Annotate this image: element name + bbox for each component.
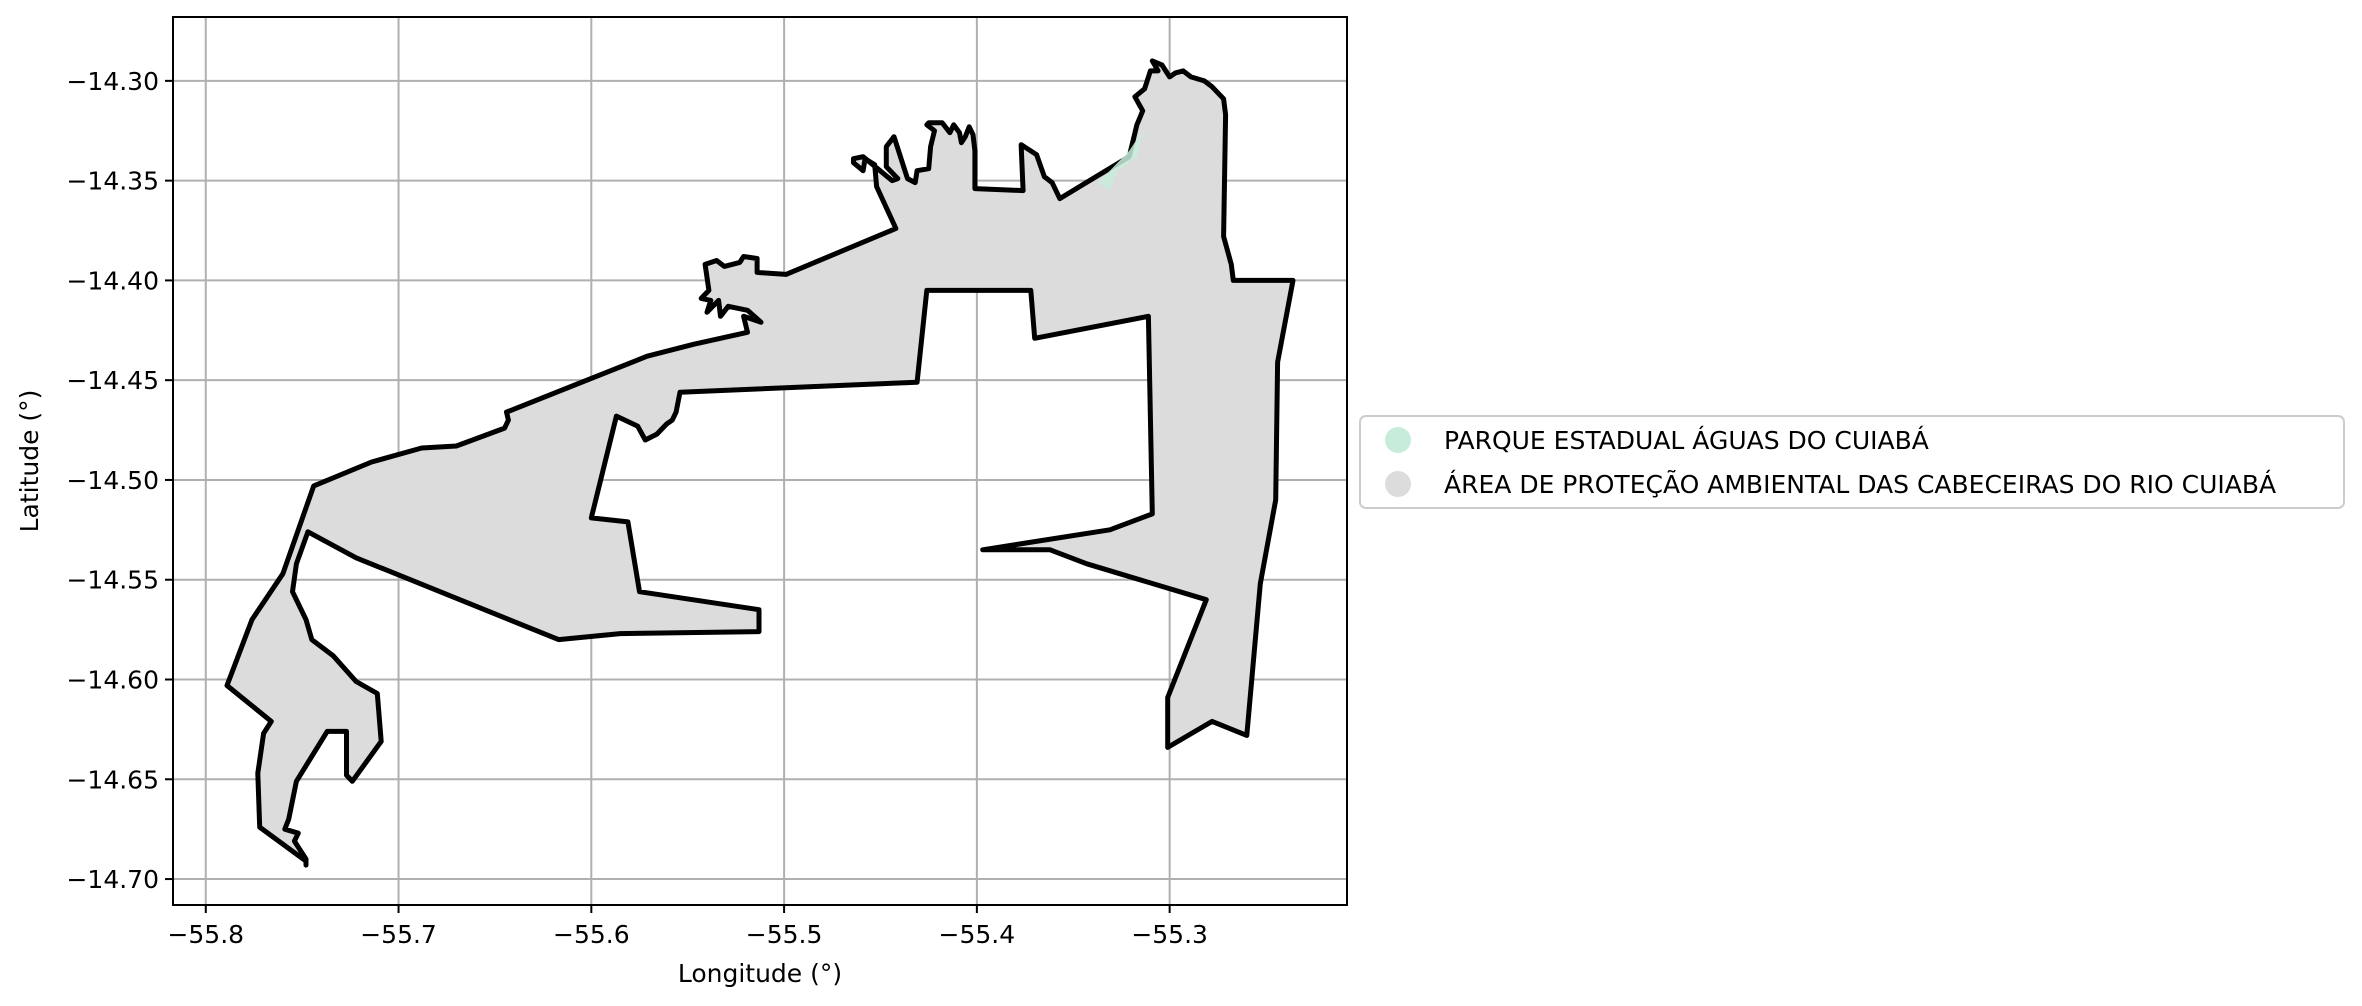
legend-label-apa: ÁREA DE PROTEÇÃO AMBIENTAL DAS CABECEIRA…	[1444, 469, 2276, 499]
legend-label-parque: PARQUE ESTADUAL ÁGUAS DO CUIABÁ	[1444, 426, 1929, 455]
apa-cabeceiras-polygon	[224, 58, 1296, 868]
parque-estadual-polygon	[1098, 130, 1143, 191]
axes-frame	[172, 16, 1348, 906]
x-tick-label: −55.6	[553, 920, 630, 949]
x-tick-label: −55.8	[167, 920, 244, 949]
y-tick-label: −14.70	[66, 865, 159, 894]
x-tick-label: −55.7	[360, 920, 437, 949]
y-tick-label: −14.30	[66, 67, 159, 96]
y-tick-label: −14.50	[66, 466, 159, 495]
y-tick-label: −14.65	[66, 765, 159, 794]
y-tick-label: −14.60	[66, 666, 159, 695]
y-tick-label: −14.45	[66, 366, 159, 395]
y-axis-title: Latitude (°)	[15, 390, 44, 533]
x-axis-ticks: −55.8 −55.7 −55.6 −55.5 −55.4 −55.3	[167, 905, 1208, 949]
legend-marker-apa	[1385, 471, 1411, 497]
y-axis-ticks: −14.30 −14.35 −14.40 −14.45 −14.50 −14.55 −14.…	[66, 67, 173, 894]
x-tick-label: −55.4	[939, 920, 1016, 949]
legend-box	[1359, 415, 2345, 509]
x-tick-label: −55.5	[746, 920, 823, 949]
y-tick-label: −14.40	[66, 266, 159, 295]
x-axis-title: Longitude (°)	[678, 959, 842, 988]
y-tick-label: −14.35	[66, 167, 159, 196]
legend-marker-parque	[1385, 427, 1411, 453]
map-polygons	[224, 58, 1296, 868]
y-tick-label: −14.55	[66, 566, 159, 595]
x-tick-label: −55.3	[1131, 920, 1208, 949]
legend: PARQUE ESTADUAL ÁGUAS DO CUIABÁ ÁREA DE …	[1359, 415, 2345, 509]
